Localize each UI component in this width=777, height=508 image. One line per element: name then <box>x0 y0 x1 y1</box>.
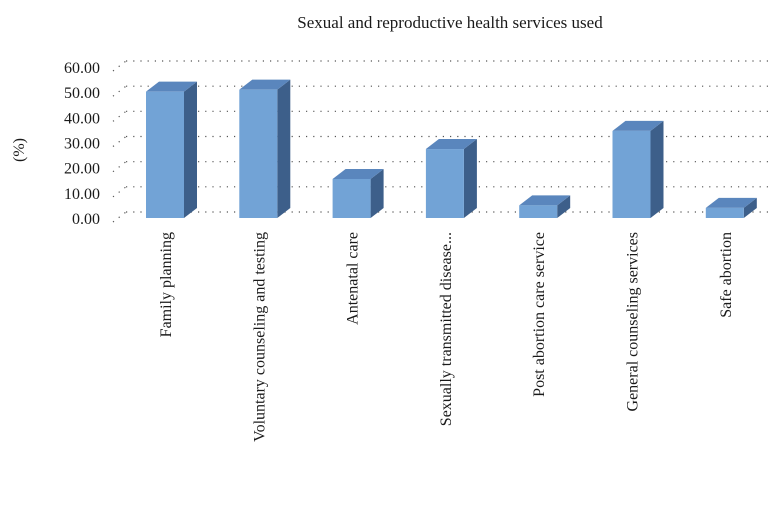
category-label: Antenatal care <box>345 232 362 325</box>
bar <box>146 81 197 218</box>
category-label: Post abortion care service <box>531 232 548 397</box>
category-label: Family planning <box>158 232 175 337</box>
y-tick-label: 60.00 <box>64 60 100 77</box>
bar-side <box>650 120 664 218</box>
bar-top <box>332 168 384 179</box>
y-tick-label: 30.00 <box>64 136 100 153</box>
bar <box>332 168 384 218</box>
gridline-slant <box>112 211 127 223</box>
y-tick-label: 10.00 <box>64 186 100 203</box>
category-label: Sexually transmitted disease... <box>438 232 455 426</box>
bar-top <box>146 81 197 92</box>
gridline-slant <box>112 60 127 72</box>
bar <box>239 79 291 219</box>
bar-side <box>557 195 571 218</box>
y-tick-label: 20.00 <box>64 161 100 178</box>
category-label: Voluntary counseling and testing <box>251 232 268 442</box>
y-tick-label: 40.00 <box>64 110 100 127</box>
y-tick-label: 0.00 <box>72 211 100 228</box>
bar <box>612 120 664 218</box>
bar <box>519 195 571 218</box>
bar-front <box>519 205 558 218</box>
gridline-slant <box>112 161 127 173</box>
bars <box>146 79 757 219</box>
y-axis-ticks: 0.00 10.00 20.00 30.00 40.00 50.00 60.00 <box>64 60 100 228</box>
bar-front <box>425 149 464 218</box>
bar-top <box>239 79 291 90</box>
gridline-slant <box>112 186 127 198</box>
bar-front <box>705 207 744 218</box>
bar-front <box>146 91 184 218</box>
bar-side <box>277 79 291 219</box>
gridlines <box>112 60 770 223</box>
bar-top <box>425 139 477 150</box>
gridline-slant <box>112 136 127 147</box>
chart-title: Sexual and reproductive health services … <box>297 13 603 32</box>
y-axis-label: (%) <box>11 138 28 162</box>
bar <box>705 197 757 218</box>
bar-front <box>239 89 278 219</box>
bar-side <box>743 197 757 218</box>
gridline-slant <box>112 85 127 97</box>
category-labels: Family planning Voluntary counseling and … <box>158 232 735 442</box>
gridline-slant <box>112 110 127 122</box>
bar-top <box>705 197 757 208</box>
bar-side <box>184 81 197 218</box>
bar <box>425 139 477 218</box>
category-label: Safe abortion <box>718 232 735 318</box>
bar-side <box>370 168 384 218</box>
bar-top <box>519 195 571 206</box>
category-label: General counseling services <box>625 232 642 411</box>
bar-side <box>463 139 477 218</box>
bar-top <box>612 120 664 131</box>
bar-front <box>612 130 651 218</box>
bar-front <box>332 178 371 218</box>
y-tick-label: 50.00 <box>64 85 100 102</box>
